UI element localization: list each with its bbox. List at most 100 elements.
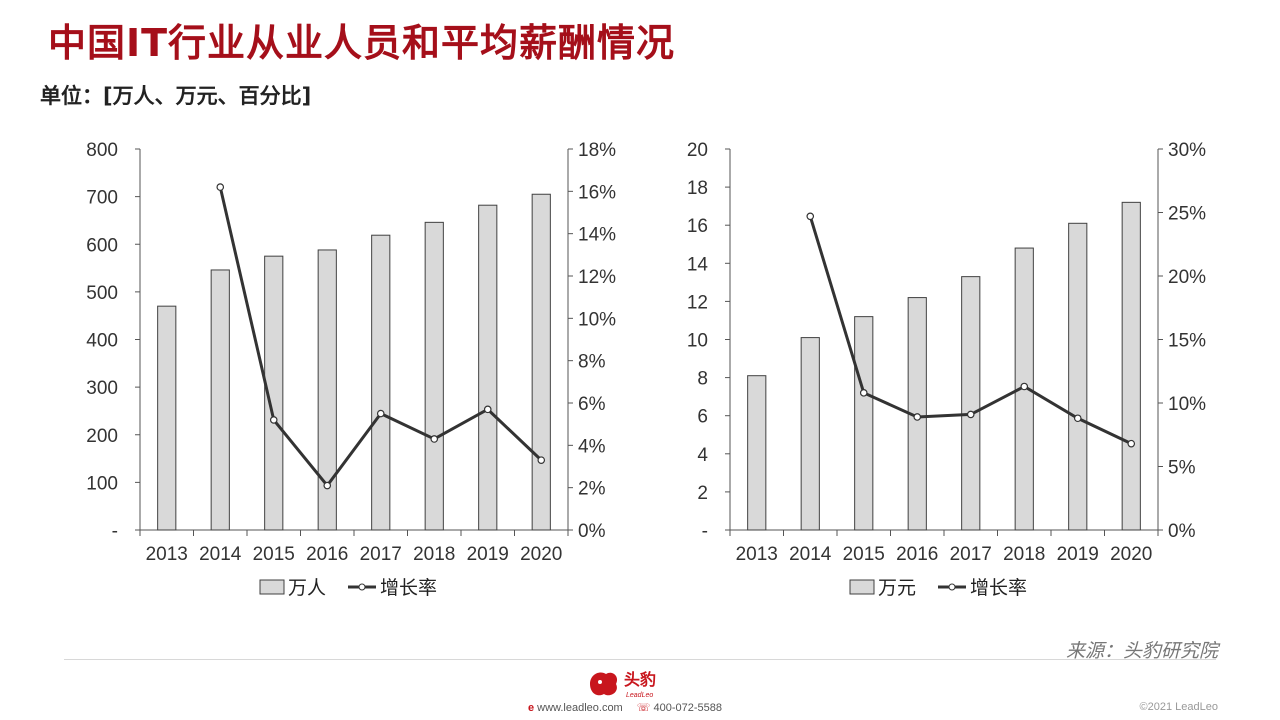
copyright: ©2021 LeadLeo (1139, 701, 1218, 713)
left-tick-label: 600 (86, 235, 118, 256)
growth-rate-point (483, 405, 492, 414)
source-note: 来源：头豹研究院 (1065, 640, 1218, 662)
bar-2013 (157, 305, 177, 531)
phone-link[interactable]: ☏ 400-072-5588 (636, 702, 722, 714)
left-tick-label: 6 (697, 407, 708, 428)
left-tick-label: 20 (687, 140, 708, 161)
growth-rate-point (430, 435, 439, 443)
bar-2016 (317, 249, 337, 531)
salary-chart: - 2 4 6 8 10 12 14 16 18 20 0% 5% 10% 15% 20% 25% 30% 2013… (687, 140, 1206, 599)
browser-icon: e (528, 701, 535, 714)
x-tick-label: 2019 (467, 544, 509, 565)
growth-rate-point (1127, 439, 1136, 448)
growth-rate-point (323, 481, 332, 490)
right-tick-label: 20% (1168, 267, 1206, 288)
left-tick-label: 100 (86, 473, 118, 494)
legend-line-label: 增长率 (970, 577, 1027, 599)
x-tick-label: 2013 (146, 544, 188, 565)
left-tick-label: 700 (86, 188, 118, 209)
growth-rate-point (966, 410, 975, 419)
left-tick-label: 14 (687, 254, 709, 275)
right-tick-label: 25% (1168, 204, 1206, 225)
left-tick-label: 18 (687, 178, 708, 199)
right-tick-label: 30% (1168, 140, 1206, 161)
growth-rate-point (537, 456, 546, 464)
right-tick-label: 6% (578, 394, 606, 415)
right-tick-label: 10% (578, 309, 616, 330)
bar-2015 (854, 316, 874, 531)
bar-2019 (478, 204, 498, 531)
right-tick-label: 10% (1168, 394, 1206, 415)
bar-2017 (371, 234, 391, 531)
x-tick-label: 2019 (1057, 544, 1099, 565)
left-tick-label: 2 (697, 483, 708, 504)
right-tick-label: 15% (1168, 331, 1206, 352)
legend-bar-label: 万元 (878, 577, 916, 599)
bar-2020 (1121, 201, 1141, 531)
bar-2018 (424, 221, 444, 531)
x-tick-label: 2015 (843, 544, 885, 565)
right-tick-label: 12% (578, 267, 616, 288)
x-tick-label: 2017 (950, 544, 992, 565)
growth-rate-point (1020, 382, 1029, 391)
legend-bar-swatch (849, 579, 875, 595)
x-tick-label: 2018 (413, 544, 455, 565)
logo-subtext: LeadLeo (626, 692, 653, 699)
bar-2020 (531, 193, 551, 531)
right-tick-label: 18% (578, 140, 616, 161)
left-tick-label: 800 (86, 140, 118, 161)
legend-line-marker (358, 583, 366, 591)
bar-2017 (961, 276, 981, 531)
left-tick-label: - (702, 521, 708, 542)
x-tick-label: 2020 (1110, 544, 1152, 565)
legend-line-label: 增长率 (380, 577, 437, 599)
x-tick-label: 2016 (306, 544, 348, 565)
left-tick-label: 10 (687, 331, 708, 352)
x-tick-label: 2014 (199, 544, 242, 565)
logo-text: 头豹 (624, 670, 656, 689)
left-tick-label: 200 (86, 426, 118, 447)
x-tick-label: 2013 (736, 544, 778, 565)
bar-2019 (1068, 222, 1088, 531)
left-tick-label: 500 (86, 283, 118, 304)
growth-rate-point (216, 183, 225, 191)
growth-rate-point (1073, 414, 1082, 423)
left-tick-label: - (112, 521, 118, 542)
website-link[interactable]: e www.leadleo.com (528, 701, 623, 714)
x-tick-label: 2018 (1003, 544, 1045, 565)
page-title: 中国IT行业从业人员和平均薪酬情况 (48, 21, 676, 65)
right-tick-label: 4% (578, 436, 606, 457)
bar-2015 (264, 255, 284, 531)
left-tick-label: 300 (86, 378, 118, 399)
right-tick-label: 14% (578, 225, 616, 246)
right-tick-label: 5% (1168, 458, 1196, 479)
left-tick-label: 12 (687, 292, 708, 313)
leopard-icon (590, 672, 618, 696)
right-tick-label: 0% (1168, 521, 1196, 542)
growth-rate-point (269, 416, 278, 424)
footer-links: e www.leadleo.com ☏ 400-072-5588 (528, 701, 722, 715)
legend-bar-label: 万人 (288, 577, 326, 599)
growth-rate-point (913, 413, 922, 421)
growth-rate-point (806, 212, 815, 221)
legend-line-marker (948, 583, 956, 591)
right-tick-label: 0% (578, 521, 606, 542)
x-tick-label: 2014 (789, 544, 832, 565)
growth-rate-point (376, 409, 385, 418)
leadleo-logo: 头豹 LeadLeo (590, 670, 656, 699)
phone-icon: ☏ (636, 702, 651, 714)
bar-2014 (210, 269, 230, 531)
x-tick-label: 2015 (253, 544, 295, 565)
x-tick-label: 2020 (520, 544, 562, 565)
employees-chart: - 100 200 300 400 500 600 700 800 0% 2% 4% 6% 8% 10% 12… (86, 140, 616, 599)
bar-2013 (747, 375, 767, 531)
right-tick-label: 16% (578, 182, 616, 203)
left-tick-label: 400 (86, 331, 118, 352)
left-tick-label: 4 (697, 445, 708, 466)
left-tick-label: 8 (697, 369, 708, 390)
right-tick-label: 8% (578, 352, 606, 373)
bar-2014 (800, 337, 820, 531)
x-tick-label: 2017 (360, 544, 402, 565)
x-tick-label: 2016 (896, 544, 938, 565)
footer-divider (64, 659, 1216, 660)
